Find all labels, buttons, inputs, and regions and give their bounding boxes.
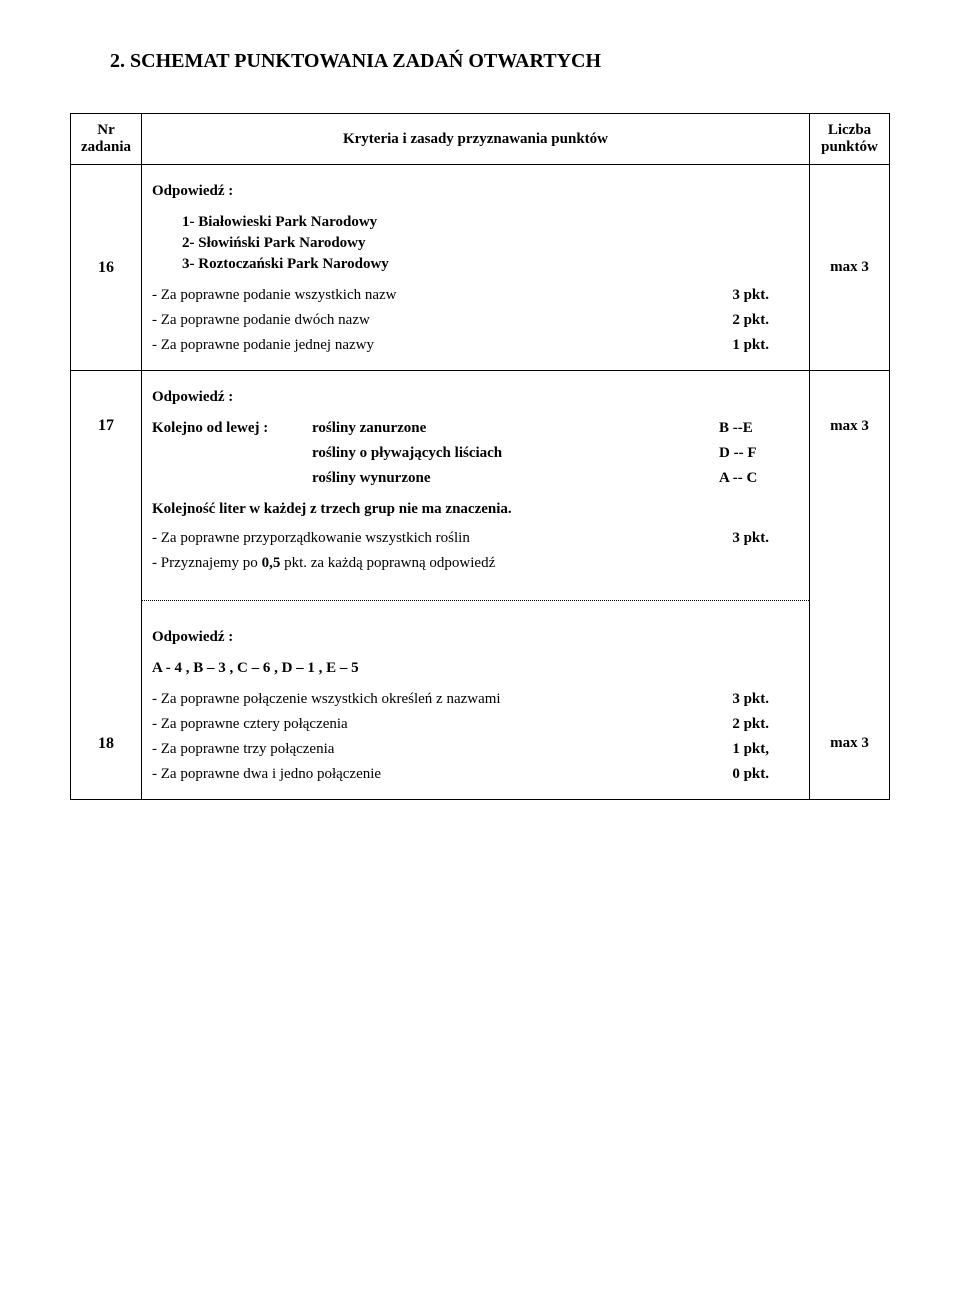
hdr-criteria: Kryteria i zasady przyznawania punktów: [142, 114, 810, 165]
task17-line1: - Za poprawne przyporządkowanie wszystki…: [152, 530, 799, 547]
task18-l4k: - Za poprawne dwa i jedno połączenie: [152, 766, 732, 783]
task17-pts: max 3: [820, 418, 879, 435]
task17-18-content: Odpowiedź : Kolejno od lewej : rośliny z…: [142, 371, 810, 800]
header-row: Nr zadania Kryteria i zasady przyznawani…: [71, 114, 890, 165]
task17-note: Kolejność liter w każdej z trzech grup n…: [152, 501, 799, 518]
task17-line2-prefix: - Przyznajemy po: [152, 555, 262, 571]
task17-subtable: Kolejno od lewej : rośliny zanurzone B -…: [152, 420, 799, 487]
task17-r1a: rośliny zanurzone: [312, 420, 719, 437]
task16-l1v: 3 pkt.: [732, 287, 799, 304]
task16-l3: - Za poprawne podanie jednej nazwy 1 pkt…: [152, 337, 799, 354]
task17-line2: - Przyznajemy po 0,5 pkt. za każdą popra…: [152, 555, 799, 572]
task18-l1k: - Za poprawne połączenie wszystkich okre…: [152, 691, 732, 708]
task17-r2b: D -- F: [719, 445, 799, 462]
task16-item2: 2- Słowiński Park Narodowy: [182, 235, 799, 252]
task18-formula: A - 4 , B – 3 , C – 6 , D – 1 , E – 5: [152, 660, 799, 677]
grading-table: Nr zadania Kryteria i zasady przyznawani…: [70, 113, 890, 800]
task16-l2k: - Za poprawne podanie dwóch nazw: [152, 312, 732, 329]
task16-l2v: 2 pkt.: [732, 312, 799, 329]
hdr-pts: Liczba punktów: [810, 114, 890, 165]
task17-r3b: A -- C: [719, 470, 799, 487]
task18-l3v: 1 pkt,: [732, 741, 799, 758]
task17-18-pts: max 3 max 3: [810, 371, 890, 800]
task18-l1v: 3 pkt.: [732, 691, 799, 708]
task17-line1k: - Za poprawne przyporządkowanie wszystki…: [152, 530, 732, 547]
task17-num: 17 18: [71, 371, 142, 800]
page-title: 2. SCHEMAT PUNKTOWANIA ZADAŃ OTWARTYCH: [110, 50, 890, 73]
dotted-separator: [142, 600, 809, 601]
task17-r3a: rośliny wynurzone: [312, 470, 719, 487]
task18-l1: - Za poprawne połączenie wszystkich okre…: [152, 691, 799, 708]
hdr-nr: Nr zadania: [71, 114, 142, 165]
task16-list: 1- Białowieski Park Narodowy 2- Słowińsk…: [182, 214, 799, 273]
task18-l3: - Za poprawne trzy połączenia 1 pkt,: [152, 741, 799, 758]
task18-l4: - Za poprawne dwa i jedno połączenie 0 p…: [152, 766, 799, 783]
row-16: 16 Odpowiedź : 1- Białowieski Park Narod…: [71, 165, 890, 371]
task18-pts: max 3: [820, 735, 879, 752]
task18-l3k: - Za poprawne trzy połączenia: [152, 741, 732, 758]
task17-content: Odpowiedź : Kolejno od lewej : rośliny z…: [142, 371, 809, 590]
task16-l2: - Za poprawne podanie dwóch nazw 2 pkt.: [152, 312, 799, 329]
task16-l3v: 1 pkt.: [732, 337, 799, 354]
task18-l2: - Za poprawne cztery połączenia 2 pkt.: [152, 716, 799, 733]
task16-answer-label: Odpowiedź :: [152, 183, 799, 200]
task17-r2a: rośliny o pływających liściach: [312, 445, 719, 462]
task16-l1: - Za poprawne podanie wszystkich nazw 3 …: [152, 287, 799, 304]
task17-lead: Kolejno od lewej :: [152, 420, 312, 437]
task18-l2v: 2 pkt.: [732, 716, 799, 733]
task18-num-val: 18: [81, 735, 131, 753]
task17-line1v: 3 pkt.: [732, 530, 799, 547]
task16-pts: max 3: [810, 165, 890, 371]
task16-l3k: - Za poprawne podanie jednej nazwy: [152, 337, 732, 354]
task16-content: Odpowiedź : 1- Białowieski Park Narodowy…: [142, 165, 810, 371]
task17-line2-suffix: pkt. za każdą poprawną odpowiedź: [280, 555, 495, 571]
task16-item3: 3- Roztoczański Park Narodowy: [182, 256, 799, 273]
task17-line2-bold: 0,5: [262, 555, 281, 571]
task16-item1: 1- Białowieski Park Narodowy: [182, 214, 799, 231]
task18-content: Odpowiedź : A - 4 , B – 3 , C – 6 , D – …: [142, 611, 809, 799]
task17-answer-label: Odpowiedź :: [152, 389, 799, 406]
task16-num: 16: [71, 165, 142, 371]
row-17-18: 17 18 Odpowiedź : Kolejno od lewej : roś…: [71, 371, 890, 800]
task17-r1b: B --E: [719, 420, 799, 437]
task18-answer-label: Odpowiedź :: [152, 629, 799, 646]
task16-l1k: - Za poprawne podanie wszystkich nazw: [152, 287, 732, 304]
task17-num-val: 17: [81, 417, 131, 435]
task18-l2k: - Za poprawne cztery połączenia: [152, 716, 732, 733]
task18-l4v: 0 pkt.: [732, 766, 799, 783]
